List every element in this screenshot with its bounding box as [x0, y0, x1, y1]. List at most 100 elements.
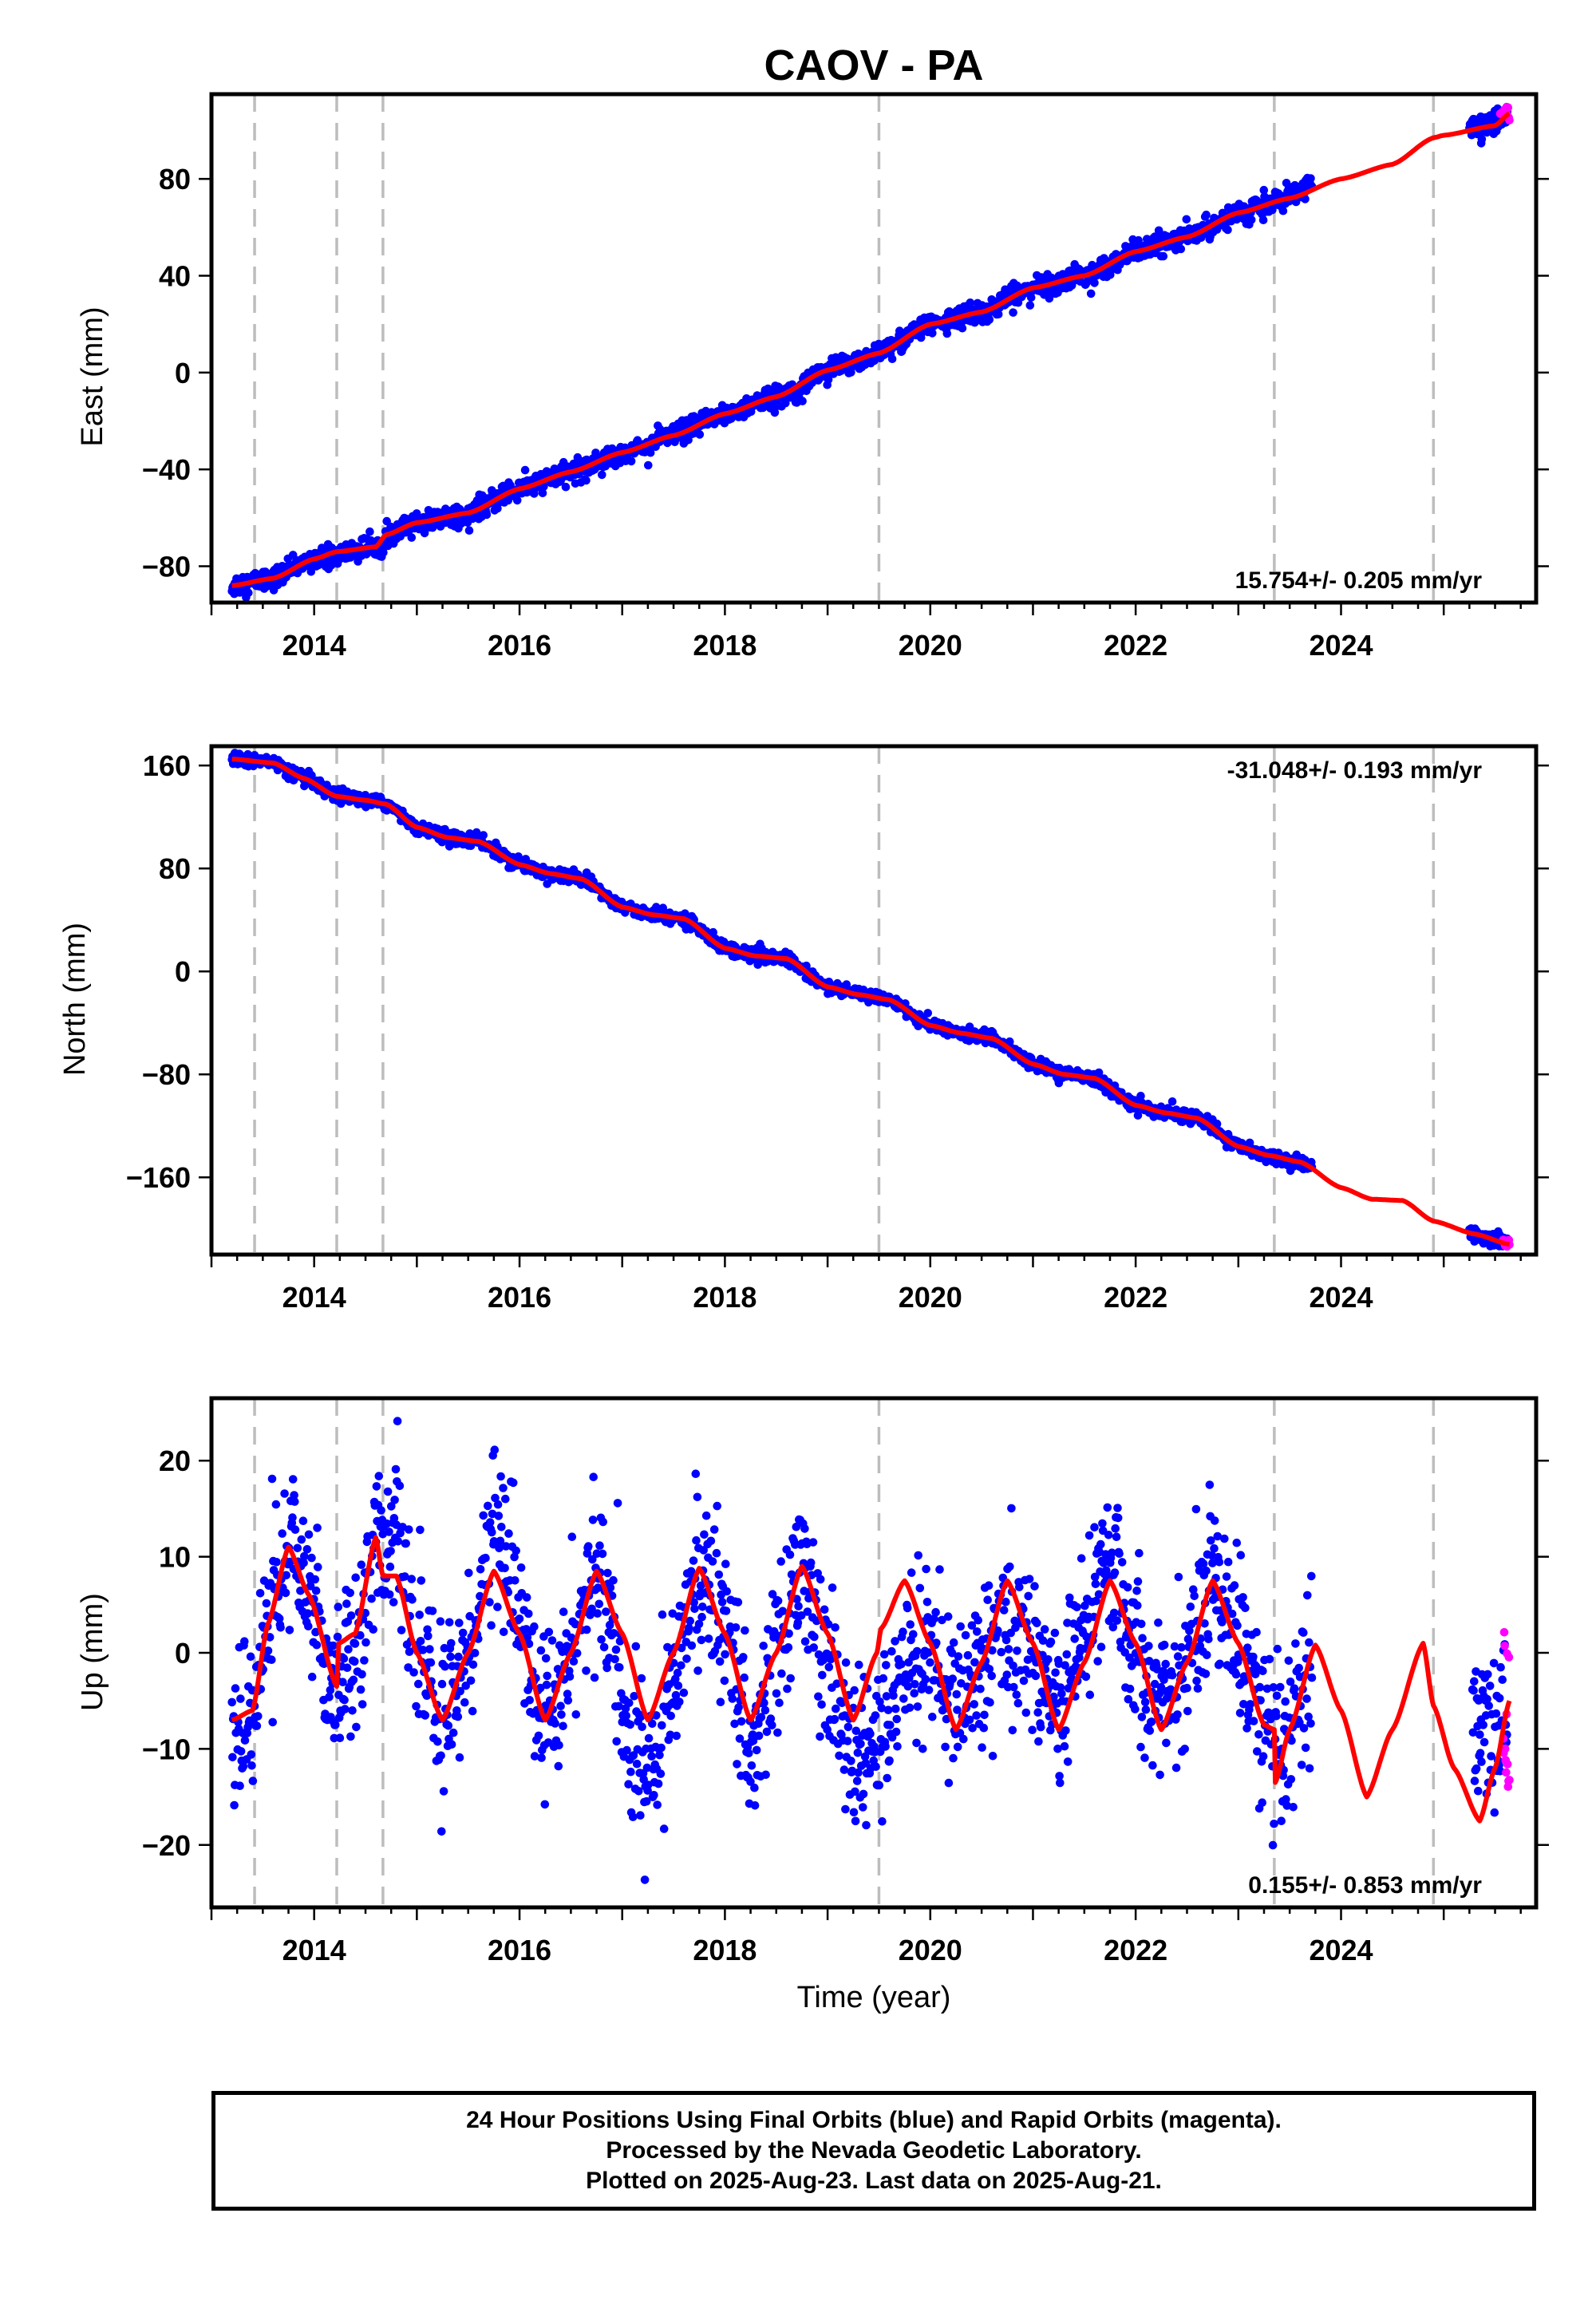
final-point-up-748 — [700, 1530, 709, 1539]
final-point-up-344 — [444, 1721, 453, 1730]
final-point-up-999 — [856, 1739, 865, 1749]
final-point-up-1095 — [914, 1551, 922, 1560]
final-point-up-834 — [752, 1745, 761, 1755]
final-point-up-120 — [303, 1609, 312, 1618]
final-point-up-872 — [776, 1557, 785, 1566]
final-point-up-642 — [634, 1787, 643, 1796]
event-lines-north — [253, 746, 1436, 1255]
final-point-up-611 — [614, 1701, 623, 1711]
final-point-up-708 — [675, 1697, 684, 1706]
final-point-up-258 — [387, 1502, 396, 1511]
x-tick-label-north-2014: 2014 — [282, 1281, 346, 1314]
x-tick-label-east-2016: 2016 — [488, 629, 551, 662]
final-point-up-887 — [786, 1674, 795, 1683]
final-point-up-1094 — [913, 1702, 922, 1711]
x-tick-label-north-2018: 2018 — [693, 1281, 757, 1314]
final-point-up-455 — [515, 1614, 524, 1623]
final-point-up-949 — [824, 1662, 834, 1672]
rapid-point-east-11 — [1503, 103, 1513, 113]
final-point-up-299 — [415, 1611, 424, 1619]
final-point-east-1653 — [1246, 215, 1256, 224]
final-point-east-1541 — [1176, 244, 1186, 254]
final-point-up-114 — [299, 1559, 308, 1567]
final-point-up-316 — [425, 1645, 434, 1654]
final-point-up-962 — [832, 1679, 841, 1688]
final-point-up-214 — [360, 1656, 369, 1665]
final-point-up-1057 — [891, 1637, 899, 1646]
final-point-up-934 — [816, 1732, 824, 1741]
final-point-up-1044 — [882, 1692, 891, 1701]
final-point-up-937 — [817, 1700, 826, 1709]
final-point-up-910 — [800, 1524, 809, 1533]
final-point-up-798 — [731, 1623, 741, 1632]
final-point-up-1106 — [921, 1674, 930, 1684]
final-point-up-18 — [239, 1761, 248, 1771]
final-point-up-386 — [470, 1649, 480, 1658]
final-point-up-837 — [754, 1731, 764, 1741]
final-point-up-395 — [476, 1565, 485, 1574]
final-point-up-569 — [588, 1555, 597, 1564]
final-point-up-480 — [530, 1622, 539, 1631]
final-point-up-4 — [230, 1800, 239, 1810]
final-point-east-761 — [695, 430, 705, 439]
final-point-up-408 — [485, 1598, 494, 1607]
final-point-north-1475 — [1133, 1111, 1143, 1120]
final-point-up-765 — [709, 1525, 719, 1534]
final-point-east-506 — [539, 482, 548, 491]
final-point-up-988 — [850, 1686, 859, 1695]
final-point-up-865 — [772, 1689, 781, 1698]
plot-frame-east — [209, 92, 1539, 605]
final-point-up-1035 — [877, 1704, 886, 1713]
final-point-up-44 — [255, 1589, 265, 1598]
final-point-up-1107 — [922, 1564, 930, 1574]
final-point-up-602 — [609, 1575, 618, 1585]
final-point-up-293 — [412, 1701, 421, 1711]
final-point-up-422 — [493, 1500, 503, 1509]
final-point-up-1089 — [911, 1680, 919, 1689]
final-point-up-682 — [659, 1824, 669, 1833]
final-point-east-1741 — [1301, 195, 1310, 204]
final-point-up-255 — [385, 1590, 394, 1599]
final-point-up-274 — [397, 1626, 406, 1634]
final-point-east-475 — [520, 465, 530, 475]
final-point-up-197 — [349, 1675, 358, 1685]
final-point-up-1058 — [891, 1704, 900, 1713]
final-point-east-651 — [626, 456, 636, 466]
final-point-up-186 — [342, 1663, 352, 1672]
final-point-up-633 — [628, 1812, 638, 1821]
final-point-up-81 — [278, 1529, 287, 1538]
final-point-up-737 — [693, 1666, 702, 1675]
final-point-east-461 — [512, 496, 522, 505]
final-point-up-383 — [468, 1660, 478, 1670]
final-point-north-1413 — [1094, 1068, 1104, 1077]
final-point-up-734 — [692, 1535, 701, 1545]
final-point-up-481 — [530, 1752, 539, 1761]
final-point-up-138 — [314, 1563, 322, 1571]
final-point-up-224 — [367, 1594, 376, 1603]
final-point-up-411 — [487, 1621, 496, 1630]
final-point-up-402 — [481, 1553, 490, 1563]
final-point-up-783 — [721, 1559, 730, 1568]
final-point-up-845 — [759, 1642, 768, 1650]
final-point-up-490 — [536, 1646, 546, 1655]
final-point-up-1025 — [871, 1762, 880, 1771]
final-point-up-87 — [282, 1571, 291, 1580]
final-point-north-1600 — [1212, 1119, 1222, 1128]
final-point-up-257 — [386, 1547, 395, 1555]
final-point-up-500 — [543, 1671, 551, 1681]
final-point-up-137 — [313, 1524, 322, 1532]
final-point-up-805 — [735, 1734, 745, 1743]
rate-label-north: -31.048+/- 0.193 mm/yr — [1227, 757, 1483, 784]
final-point-up-127 — [307, 1553, 316, 1563]
final-point-up-169 — [333, 1632, 342, 1642]
final-point-east-1485 — [1143, 235, 1152, 243]
final-point-up-987 — [849, 1808, 859, 1817]
final-point-up-13 — [236, 1694, 245, 1703]
final-point-up-883 — [784, 1643, 793, 1652]
final-point-east-316 — [420, 528, 429, 538]
final-point-up-991 — [851, 1726, 861, 1736]
final-point-up-558 — [582, 1666, 591, 1675]
final-point-up-1080 — [905, 1703, 915, 1713]
final-point-up-577 — [594, 1583, 602, 1592]
final-point-up-297 — [414, 1679, 423, 1689]
